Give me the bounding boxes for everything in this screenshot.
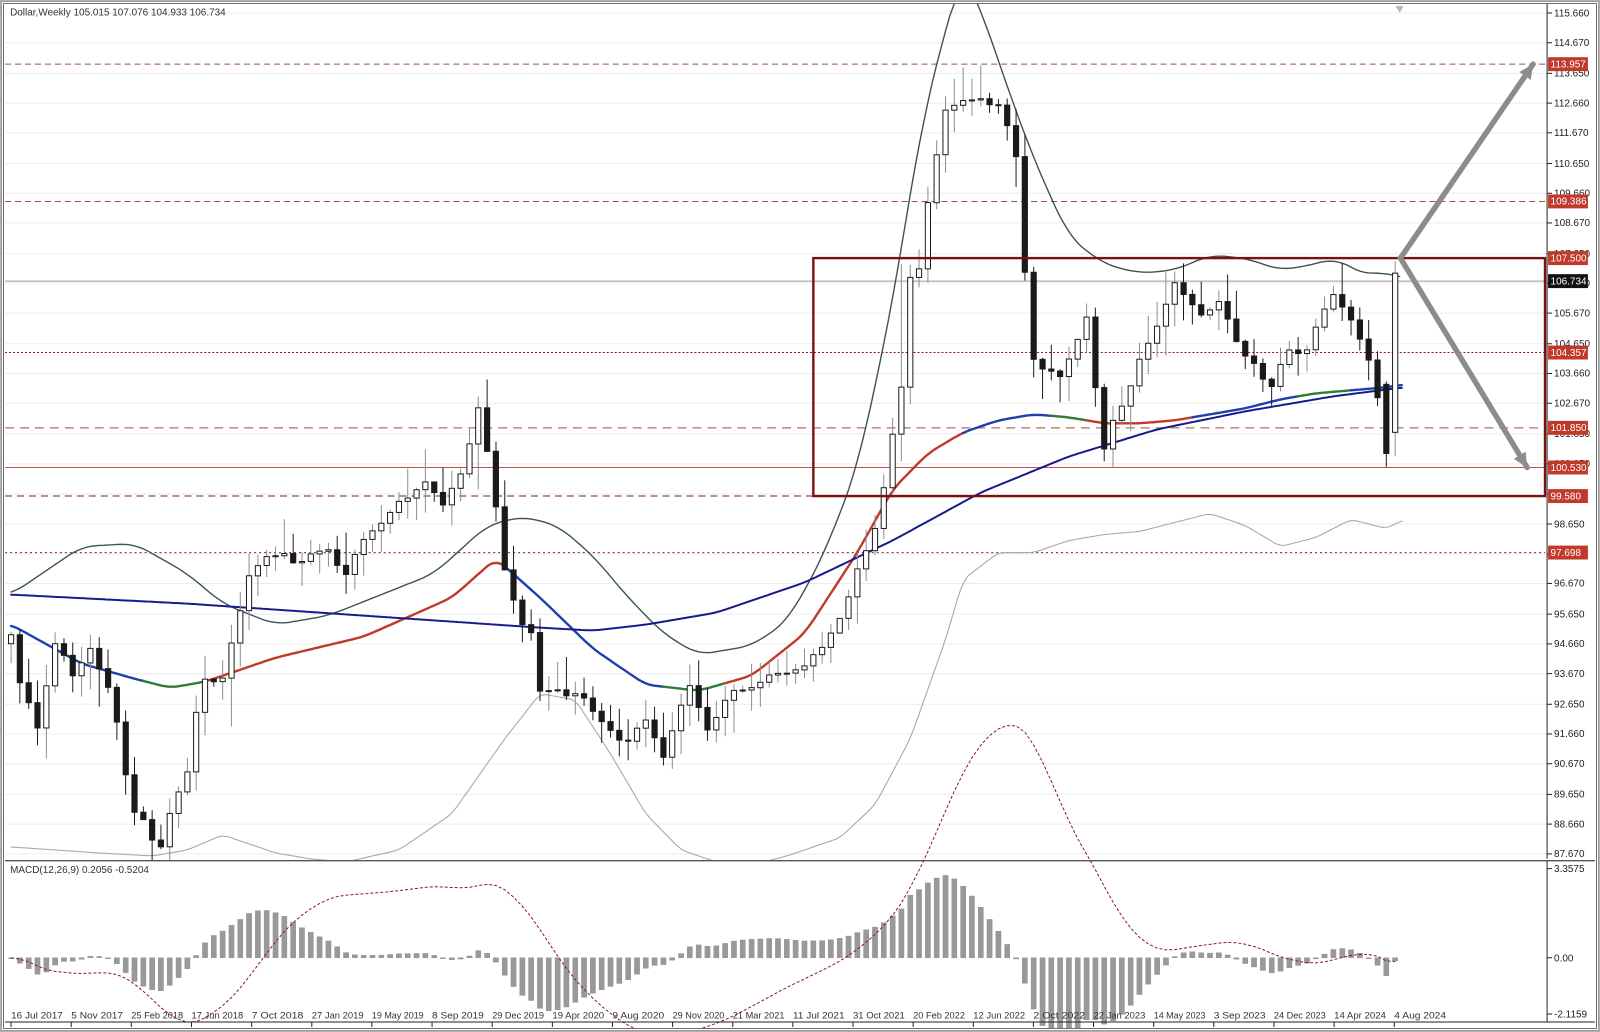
svg-text:31 Oct 2021: 31 Oct 2021 bbox=[853, 1011, 905, 1021]
svg-text:110.650: 110.650 bbox=[1554, 159, 1590, 170]
svg-text:95.650: 95.650 bbox=[1554, 609, 1585, 620]
svg-text:98.650: 98.650 bbox=[1554, 519, 1585, 530]
svg-text:96.670: 96.670 bbox=[1554, 579, 1585, 590]
svg-text:12 Jun 2022: 12 Jun 2022 bbox=[973, 1011, 1025, 1021]
svg-text:17 Jun 2018: 17 Jun 2018 bbox=[191, 1011, 243, 1021]
svg-text:29 Dec 2019: 29 Dec 2019 bbox=[492, 1011, 544, 1021]
svg-text:2 Oct 2022: 2 Oct 2022 bbox=[1033, 1011, 1085, 1021]
svg-text:100.530: 100.530 bbox=[1551, 463, 1587, 474]
svg-text:21 Mar 2021: 21 Mar 2021 bbox=[733, 1011, 785, 1021]
svg-text:16 Jul 2017: 16 Jul 2017 bbox=[11, 1011, 63, 1021]
svg-text:106.734: 106.734 bbox=[1551, 276, 1587, 287]
svg-text:105.670: 105.670 bbox=[1554, 308, 1590, 319]
svg-text:9 Aug 2020: 9 Aug 2020 bbox=[612, 1011, 664, 1021]
svg-text:3 Sep 2023: 3 Sep 2023 bbox=[1214, 1011, 1266, 1021]
svg-text:115.660: 115.660 bbox=[1554, 8, 1590, 19]
svg-text:7 Oct 2018: 7 Oct 2018 bbox=[252, 1011, 304, 1021]
svg-text:14 May 2023: 14 May 2023 bbox=[1154, 1011, 1206, 1021]
svg-text:Dollar,Weekly 105.015 107.076: Dollar,Weekly 105.015 107.076 104.933 10… bbox=[10, 7, 226, 18]
svg-text:109.386: 109.386 bbox=[1551, 197, 1587, 208]
svg-text:29 Nov 2020: 29 Nov 2020 bbox=[673, 1011, 725, 1021]
svg-text:3.3575: 3.3575 bbox=[1554, 864, 1585, 875]
svg-text:104.357: 104.357 bbox=[1551, 348, 1587, 359]
svg-text:4 Aug 2024: 4 Aug 2024 bbox=[1394, 1011, 1446, 1021]
svg-text:11 Jul 2021: 11 Jul 2021 bbox=[793, 1011, 845, 1021]
svg-text:22 Jan 2023: 22 Jan 2023 bbox=[1094, 1011, 1146, 1021]
svg-text:92.650: 92.650 bbox=[1554, 700, 1585, 711]
svg-text:107.500: 107.500 bbox=[1551, 253, 1587, 264]
svg-text:24 Dec 2023: 24 Dec 2023 bbox=[1274, 1011, 1326, 1021]
svg-text:87.670: 87.670 bbox=[1554, 849, 1585, 860]
svg-text:MACD(12,26,9) 0.2056 -0.5204: MACD(12,26,9) 0.2056 -0.5204 bbox=[10, 865, 149, 876]
svg-text:0.00: 0.00 bbox=[1554, 953, 1574, 964]
svg-text:25 Feb 2018: 25 Feb 2018 bbox=[131, 1011, 183, 1021]
svg-text:103.660: 103.660 bbox=[1554, 369, 1590, 380]
svg-text:102.670: 102.670 bbox=[1554, 399, 1590, 410]
svg-text:93.670: 93.670 bbox=[1554, 669, 1585, 680]
svg-text:99.580: 99.580 bbox=[1551, 491, 1582, 502]
svg-text:91.660: 91.660 bbox=[1554, 729, 1585, 740]
svg-text:20 Feb 2022: 20 Feb 2022 bbox=[913, 1011, 965, 1021]
svg-text:88.660: 88.660 bbox=[1554, 819, 1585, 830]
svg-text:114.670: 114.670 bbox=[1554, 38, 1590, 49]
svg-text:19 May 2019: 19 May 2019 bbox=[372, 1011, 424, 1021]
svg-text:27 Jan 2019: 27 Jan 2019 bbox=[312, 1011, 364, 1021]
svg-text:-2.1159: -2.1159 bbox=[1554, 1010, 1587, 1021]
svg-text:101.850: 101.850 bbox=[1551, 423, 1587, 434]
svg-text:108.670: 108.670 bbox=[1554, 218, 1590, 229]
svg-text:113.957: 113.957 bbox=[1551, 59, 1587, 70]
svg-text:90.670: 90.670 bbox=[1554, 759, 1585, 770]
svg-text:8 Sep 2019: 8 Sep 2019 bbox=[432, 1011, 484, 1021]
svg-text:14 Apr 2024: 14 Apr 2024 bbox=[1334, 1011, 1386, 1021]
svg-text:19 Apr 2020: 19 Apr 2020 bbox=[552, 1011, 604, 1021]
svg-text:97.698: 97.698 bbox=[1551, 548, 1582, 559]
svg-text:111.670: 111.670 bbox=[1554, 128, 1589, 139]
svg-text:89.650: 89.650 bbox=[1554, 790, 1585, 801]
svg-text:112.660: 112.660 bbox=[1554, 98, 1590, 109]
svg-text:5 Nov 2017: 5 Nov 2017 bbox=[71, 1011, 123, 1021]
svg-text:94.660: 94.660 bbox=[1554, 639, 1585, 650]
